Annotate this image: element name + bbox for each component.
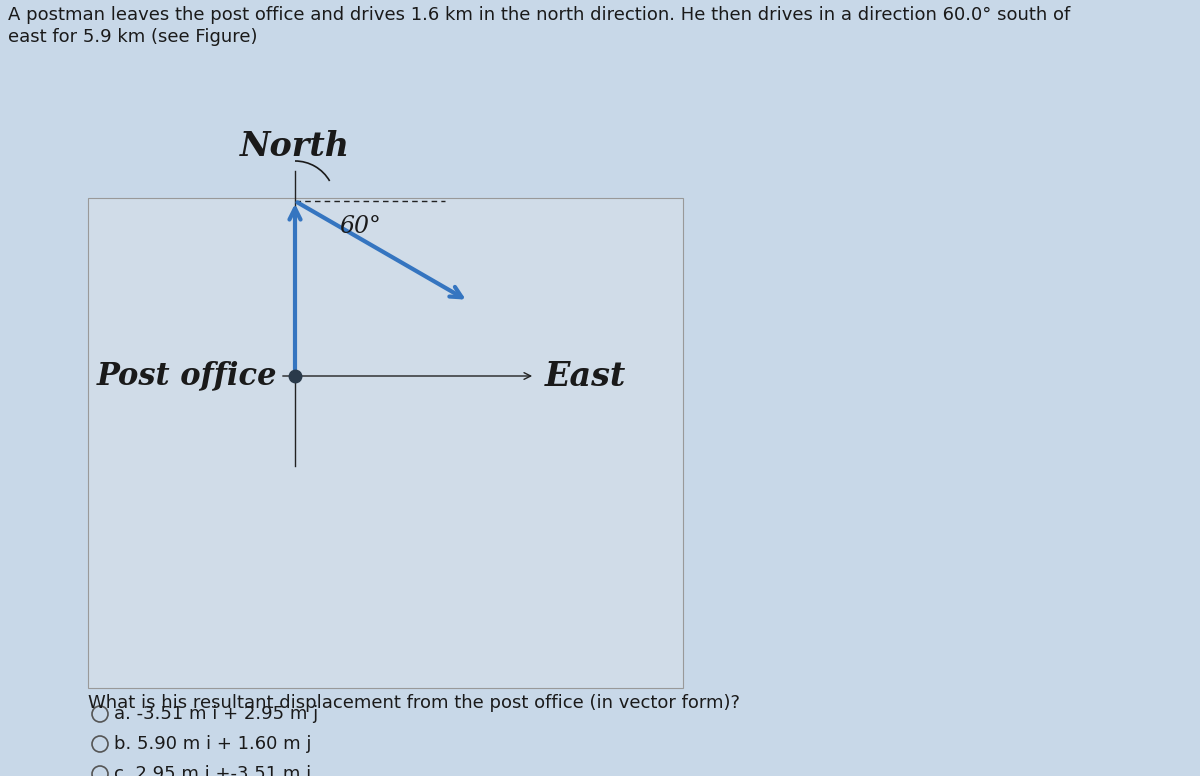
- Text: c. 2.95 m i +-3.51 m j: c. 2.95 m i +-3.51 m j: [114, 765, 311, 776]
- Text: East: East: [545, 359, 626, 393]
- Text: 60°: 60°: [340, 215, 380, 238]
- Text: What is his resultant displacement from the post office (in vector form)?: What is his resultant displacement from …: [88, 694, 740, 712]
- Text: Post office: Post office: [96, 361, 277, 392]
- FancyBboxPatch shape: [88, 198, 683, 688]
- FancyBboxPatch shape: [0, 0, 1200, 50]
- Text: a. -3.51 m i + 2.95 m j: a. -3.51 m i + 2.95 m j: [114, 705, 318, 723]
- Text: A postman leaves the post office and drives 1.6 km in the north direction. He th: A postman leaves the post office and dri…: [8, 6, 1070, 24]
- Text: b. 5.90 m i + 1.60 m j: b. 5.90 m i + 1.60 m j: [114, 735, 312, 753]
- Text: east for 5.9 km (see Figure): east for 5.9 km (see Figure): [8, 28, 258, 46]
- Text: North: North: [240, 130, 350, 163]
